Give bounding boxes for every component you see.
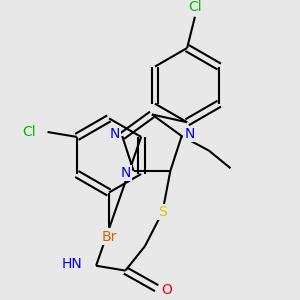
Text: S: S xyxy=(158,205,167,219)
Text: N: N xyxy=(121,166,131,180)
Text: Br: Br xyxy=(101,230,117,244)
Text: N: N xyxy=(184,127,195,141)
Text: HN: HN xyxy=(62,257,82,271)
Text: N: N xyxy=(109,127,120,141)
Text: Cl: Cl xyxy=(188,0,202,14)
Text: O: O xyxy=(161,283,172,297)
Text: Cl: Cl xyxy=(22,125,36,139)
